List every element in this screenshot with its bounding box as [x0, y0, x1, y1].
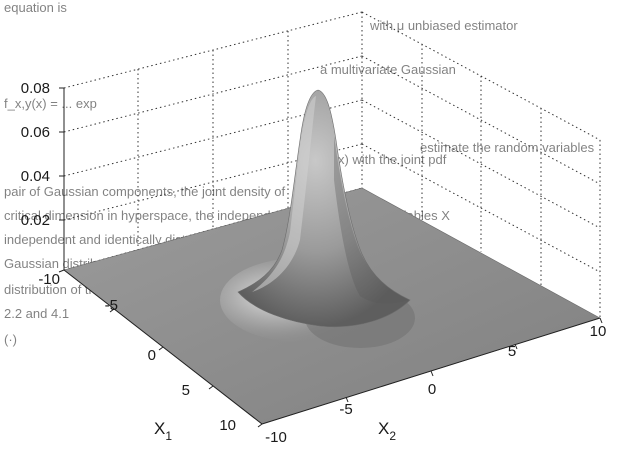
tick-marks: [58, 87, 603, 428]
background-text-line: f_x,y(x) = ... exp: [4, 96, 97, 111]
x2-tick-label: 5: [508, 343, 516, 360]
z-tick-label: 0.08: [21, 80, 50, 97]
x1-tick-label: 10: [219, 417, 236, 434]
x1-tick-label: -5: [105, 297, 118, 314]
z-tick-label: 0.02: [21, 212, 50, 229]
z-tick-label: 0.06: [21, 124, 50, 141]
x1-tick-label: 0: [148, 347, 156, 364]
x1-tick-label: -10: [38, 271, 60, 288]
x1-tick-label: 5: [182, 382, 190, 399]
z-tick-label: 0.04: [21, 168, 50, 185]
x2-tick-label: 0: [428, 381, 436, 398]
surface-peak-highlight: [252, 96, 316, 292]
x2-axis-label: X2: [378, 419, 396, 443]
x2-tick-label: 10: [590, 323, 607, 340]
background-text-line: pair of Gaussian components, the joint d…: [4, 184, 285, 199]
background-text-line: 2.2 and 4.1: [4, 306, 69, 321]
background-text-line: equation is: [4, 0, 67, 15]
background-text-line: (·): [4, 332, 17, 347]
background-text-line: estimate the random variables: [420, 140, 595, 155]
x2-tick-label: -5: [339, 401, 352, 418]
background-text-line: f(x) with the joint pdf: [330, 152, 447, 167]
background-text-line: a multivariate Gaussian: [320, 62, 456, 77]
x2-tick-label: -10: [265, 429, 287, 446]
surface-peak-shadow: [334, 136, 408, 304]
background-text-line: with μ unbiased estimator: [369, 18, 518, 33]
x1-axis-label: X1: [154, 419, 172, 443]
